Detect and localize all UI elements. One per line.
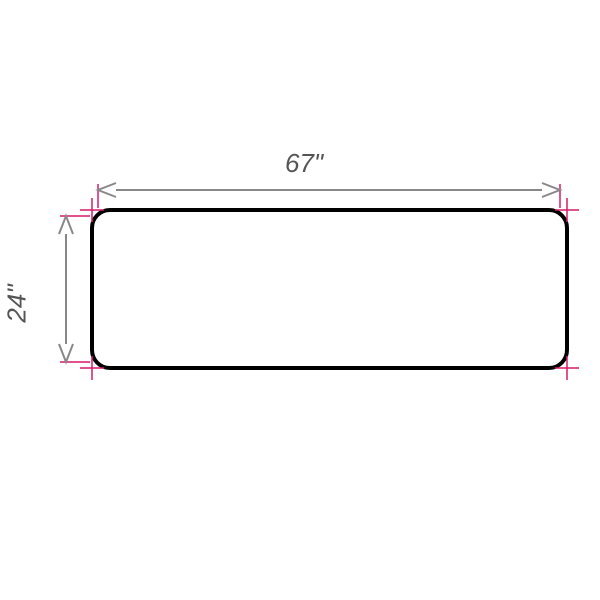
- width-dimension-label: 67": [285, 148, 323, 179]
- diagram-svg: [0, 0, 600, 600]
- diagram-canvas: 67" 24": [0, 0, 600, 600]
- height-dimension-label: 24": [2, 284, 33, 322]
